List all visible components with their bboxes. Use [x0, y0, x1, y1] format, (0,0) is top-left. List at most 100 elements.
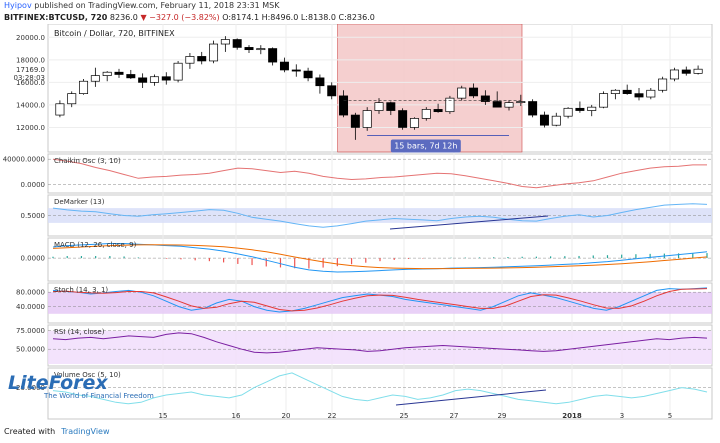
volume-divergence-line	[395, 389, 547, 406]
candle-down	[232, 39, 242, 48]
candle-down	[398, 110, 408, 128]
macd-line	[52, 243, 708, 273]
footer: Created with TradingView	[4, 427, 110, 436]
macd-title: MACD (12, 26, close, 9)	[54, 241, 137, 249]
candle-down	[138, 77, 148, 83]
candle-down	[114, 71, 124, 75]
price-tick-label: 16000.0	[16, 79, 45, 87]
candle-up	[173, 62, 183, 81]
candle-up	[658, 78, 668, 91]
indicator-tick-label: 50.0000	[16, 346, 45, 354]
rsi-band	[48, 330, 712, 364]
candle-up	[551, 115, 561, 126]
candle-down	[161, 76, 171, 81]
candle-down	[303, 70, 313, 79]
candle-up	[256, 48, 266, 51]
candle-up	[409, 118, 419, 128]
price-tick-label: 18000.0	[16, 56, 45, 64]
candle-down	[469, 87, 479, 97]
price-tick-label: 12000.0	[16, 124, 45, 132]
x-tick-label: 29	[498, 412, 507, 420]
candle-up	[362, 110, 372, 128]
x-tick-label: 20	[282, 412, 291, 420]
chart-area[interactable]: 20000.0 18000.0 16000.0 14000.0 12000.0 17169…	[0, 24, 720, 424]
indicator-tick-label: 75.0000	[16, 327, 45, 335]
candle-up	[55, 103, 65, 116]
candle-down	[244, 47, 254, 51]
last-price: 8236.0	[109, 13, 138, 22]
candle-down	[622, 89, 632, 94]
candle-up	[563, 107, 573, 117]
candle-up	[79, 80, 89, 94]
stoch-title: Stoch (14, 3, 1)	[54, 286, 108, 294]
demarker-title: DeMarker (13)	[54, 198, 105, 206]
indicator-tick-label: 40.0000	[16, 303, 45, 311]
candle-up	[646, 89, 656, 98]
price-tick-label: 20000.0	[16, 34, 45, 42]
price-change: ▼ −327.0 (−3.82%)	[140, 13, 220, 22]
candle-down	[268, 48, 278, 63]
chart-title: Bitcoin / Dollar, 720, BITFINEX	[54, 29, 175, 38]
macd-signal-line	[52, 244, 708, 270]
candle-up	[102, 71, 112, 76]
author-name[interactable]: Hyipov	[4, 1, 32, 10]
symbol-line: BITFINEX:BTCUSD, 720 8236.0 ▼ −327.0 (−3…	[4, 13, 375, 22]
countdown-label: 03:28:03	[14, 74, 45, 82]
chaikin-line	[52, 158, 707, 189]
candle-down	[126, 74, 136, 79]
symbol: BITFINEX:BTCUSD, 720	[4, 13, 108, 22]
candle-up	[67, 93, 77, 105]
measure-label: 15 bars, 7d 12h	[394, 141, 457, 150]
indicator-tick-label: 0.0000	[21, 255, 46, 263]
demarker-line	[52, 203, 708, 228]
candle-up	[516, 101, 526, 104]
logo-name: LiteForex	[8, 372, 108, 394]
indicator-tick-label: 0.0000	[21, 181, 46, 189]
candle-down	[279, 61, 289, 71]
candle-down	[528, 101, 538, 116]
candle-down	[480, 95, 490, 102]
candle-down	[681, 69, 691, 74]
x-tick-label: 16	[232, 412, 241, 420]
candle-up	[421, 109, 431, 119]
candle-up	[610, 89, 620, 94]
measure-highlight	[337, 24, 523, 153]
tradingview-brand[interactable]: TradingView	[61, 427, 110, 436]
candle-up	[693, 68, 703, 74]
stoch-band	[48, 292, 712, 314]
candle-down	[327, 85, 337, 97]
candle-up	[374, 102, 384, 111]
candle-down	[634, 93, 644, 98]
candle-up	[185, 56, 195, 64]
candle-up	[457, 87, 467, 99]
candle-up	[445, 97, 455, 113]
x-tick-label: 27	[450, 412, 459, 420]
stoch-d-line	[52, 288, 708, 312]
candle-down	[315, 77, 325, 87]
indicator-tick-label: 20.0000	[16, 384, 45, 392]
x-tick-label: 15	[159, 412, 168, 420]
liteforex-logo: LiteForex The World of Financial Freedom	[8, 372, 154, 400]
candle-up	[220, 39, 230, 45]
rsi-line	[52, 332, 708, 354]
candle-down	[492, 101, 502, 108]
x-tick-label: 2018	[562, 412, 582, 420]
candle-down	[575, 107, 585, 111]
candle-up	[209, 43, 219, 62]
chaikin-title: Chaikin Osc (3, 10)	[54, 157, 121, 165]
candle-up	[669, 69, 679, 80]
candle-down	[539, 114, 549, 126]
current-price-label: 17169.0	[16, 66, 45, 74]
published-text: published on TradingView.com, February 1…	[34, 1, 280, 10]
logo-slogan: The World of Financial Freedom	[44, 392, 154, 400]
candle-up	[149, 76, 159, 83]
pane-frame	[47, 367, 713, 420]
candle-down	[197, 56, 207, 62]
ohlc-values: O:8174.1 H:8496.0 L:8138.0 C:8236.0	[222, 13, 375, 22]
indicator-tick-label: 0.5000	[21, 212, 46, 220]
candle-down	[386, 102, 396, 111]
measure-badge	[390, 139, 461, 153]
indicator-tick-label: 40000.0000	[3, 156, 45, 164]
price-tick-label: 14000.0	[16, 101, 45, 109]
candle-up	[599, 93, 609, 108]
